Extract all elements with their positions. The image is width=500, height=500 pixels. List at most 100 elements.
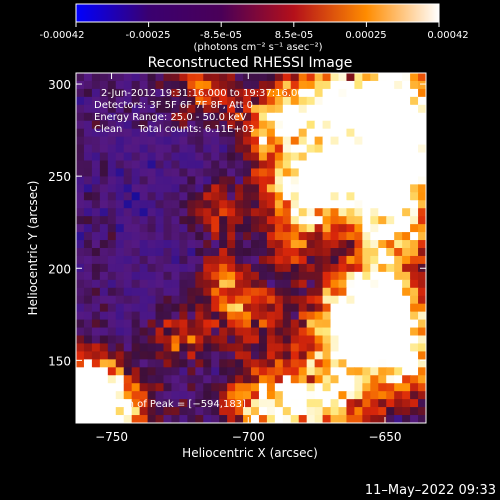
heatmap-cell xyxy=(76,144,85,154)
heatmap-cell xyxy=(163,271,173,281)
heatmap-cell xyxy=(219,232,228,241)
heatmap-cell xyxy=(99,144,109,154)
heatmap-cell xyxy=(346,311,355,321)
heatmap-cell xyxy=(227,240,236,249)
heatmap-cell xyxy=(362,136,371,146)
heatmap-cell xyxy=(290,351,300,360)
heatmap-cell xyxy=(147,335,157,345)
heatmap-cell xyxy=(187,168,196,177)
heatmap-cell xyxy=(219,224,228,233)
heatmap-cell xyxy=(386,271,395,281)
heatmap-cell xyxy=(314,271,324,281)
heatmap-cell xyxy=(163,216,173,225)
heatmap-cell xyxy=(346,80,355,90)
heatmap-cell xyxy=(163,112,173,122)
heatmap-cell xyxy=(362,263,371,273)
heatmap-cell xyxy=(346,216,355,225)
heatmap-cell xyxy=(139,335,149,345)
heatmap-cell xyxy=(394,192,403,201)
heatmap-cell xyxy=(115,136,125,146)
heatmap-cell xyxy=(139,255,149,265)
heatmap-cell xyxy=(179,120,188,130)
heatmap-cell xyxy=(131,176,141,185)
heatmap-cell xyxy=(131,152,141,162)
heatmap-cell xyxy=(195,80,204,90)
heatmap-cell xyxy=(107,184,117,193)
heatmap-cell xyxy=(330,391,340,400)
heatmap-cell xyxy=(378,335,387,345)
heatmap-cell xyxy=(163,327,173,337)
heatmap-cell xyxy=(266,104,276,114)
heatmap-cell xyxy=(322,391,332,400)
heatmap-cell xyxy=(402,184,411,193)
heatmap-cell xyxy=(306,327,316,337)
heatmap-cell xyxy=(274,80,284,90)
heatmap-cell xyxy=(274,319,284,329)
heatmap-cell xyxy=(378,88,387,98)
heatmap-cell xyxy=(195,200,204,209)
heatmap-cell xyxy=(123,399,133,408)
heatmap-cell xyxy=(76,80,85,90)
heatmap-cell xyxy=(402,287,411,297)
heatmap-cell xyxy=(123,359,133,368)
heatmap-cell xyxy=(203,375,212,384)
heatmap-cell xyxy=(83,335,93,345)
heatmap-cell xyxy=(219,144,228,154)
heatmap-cell xyxy=(402,152,411,162)
heatmap-cell xyxy=(211,335,220,345)
heatmap-cell xyxy=(386,88,395,98)
heatmap-cell xyxy=(235,383,244,392)
heatmap-cell xyxy=(306,120,316,130)
heatmap-cell xyxy=(91,327,101,337)
heatmap-cell xyxy=(91,200,101,209)
heatmap-cell xyxy=(306,160,316,170)
heatmap-cell xyxy=(163,359,173,368)
heatmap-cell xyxy=(227,80,236,90)
heatmap-cell xyxy=(298,271,308,281)
heatmap-cell xyxy=(243,144,252,154)
heatmap-cell xyxy=(115,80,125,90)
heatmap-cell xyxy=(115,152,125,162)
heatmap-cell xyxy=(99,319,109,329)
heatmap-cell xyxy=(76,327,85,337)
heatmap-cell xyxy=(362,232,371,241)
heatmap-cell xyxy=(346,263,355,273)
heatmap-cell xyxy=(219,391,228,400)
heatmap-cell xyxy=(219,216,228,225)
heatmap-cell xyxy=(227,88,236,98)
heatmap-cell xyxy=(203,319,212,329)
heatmap-cell xyxy=(227,104,236,114)
colorbar-ticks xyxy=(75,22,440,27)
x-axis-label: Heliocentric X (arcsec) xyxy=(182,446,318,460)
heatmap-cell xyxy=(266,391,276,400)
heatmap-cell xyxy=(91,104,101,114)
heatmap-cell xyxy=(203,263,212,273)
heatmap-cell xyxy=(298,367,308,376)
heatmap-cell xyxy=(76,152,85,162)
heatmap-cell xyxy=(354,287,363,297)
heatmap-cell xyxy=(410,271,419,281)
heatmap-cell xyxy=(155,216,165,225)
heatmap-cell xyxy=(346,184,355,193)
heatmap-cell xyxy=(123,232,133,241)
heatmap-cell xyxy=(410,391,419,400)
heatmap-cell xyxy=(322,271,332,281)
heatmap-cell xyxy=(346,96,355,106)
heatmap-cell xyxy=(386,120,395,130)
heatmap-cell xyxy=(227,248,236,257)
heatmap-cell xyxy=(346,303,355,313)
heatmap-cell xyxy=(346,343,355,352)
heatmap-cell xyxy=(410,176,419,185)
heatmap-cell xyxy=(227,287,236,297)
heatmap-cell xyxy=(203,415,212,423)
heatmap-cell xyxy=(99,168,109,177)
heatmap-cell xyxy=(290,160,300,170)
heatmap-cell xyxy=(171,399,180,408)
heatmap-cell xyxy=(76,216,85,225)
heatmap-cell xyxy=(370,224,379,233)
heatmap-cell xyxy=(171,216,180,225)
heatmap-cell xyxy=(258,176,268,185)
heatmap-cell xyxy=(203,88,212,98)
heatmap-cell xyxy=(386,327,395,337)
heatmap-cell xyxy=(227,391,236,400)
